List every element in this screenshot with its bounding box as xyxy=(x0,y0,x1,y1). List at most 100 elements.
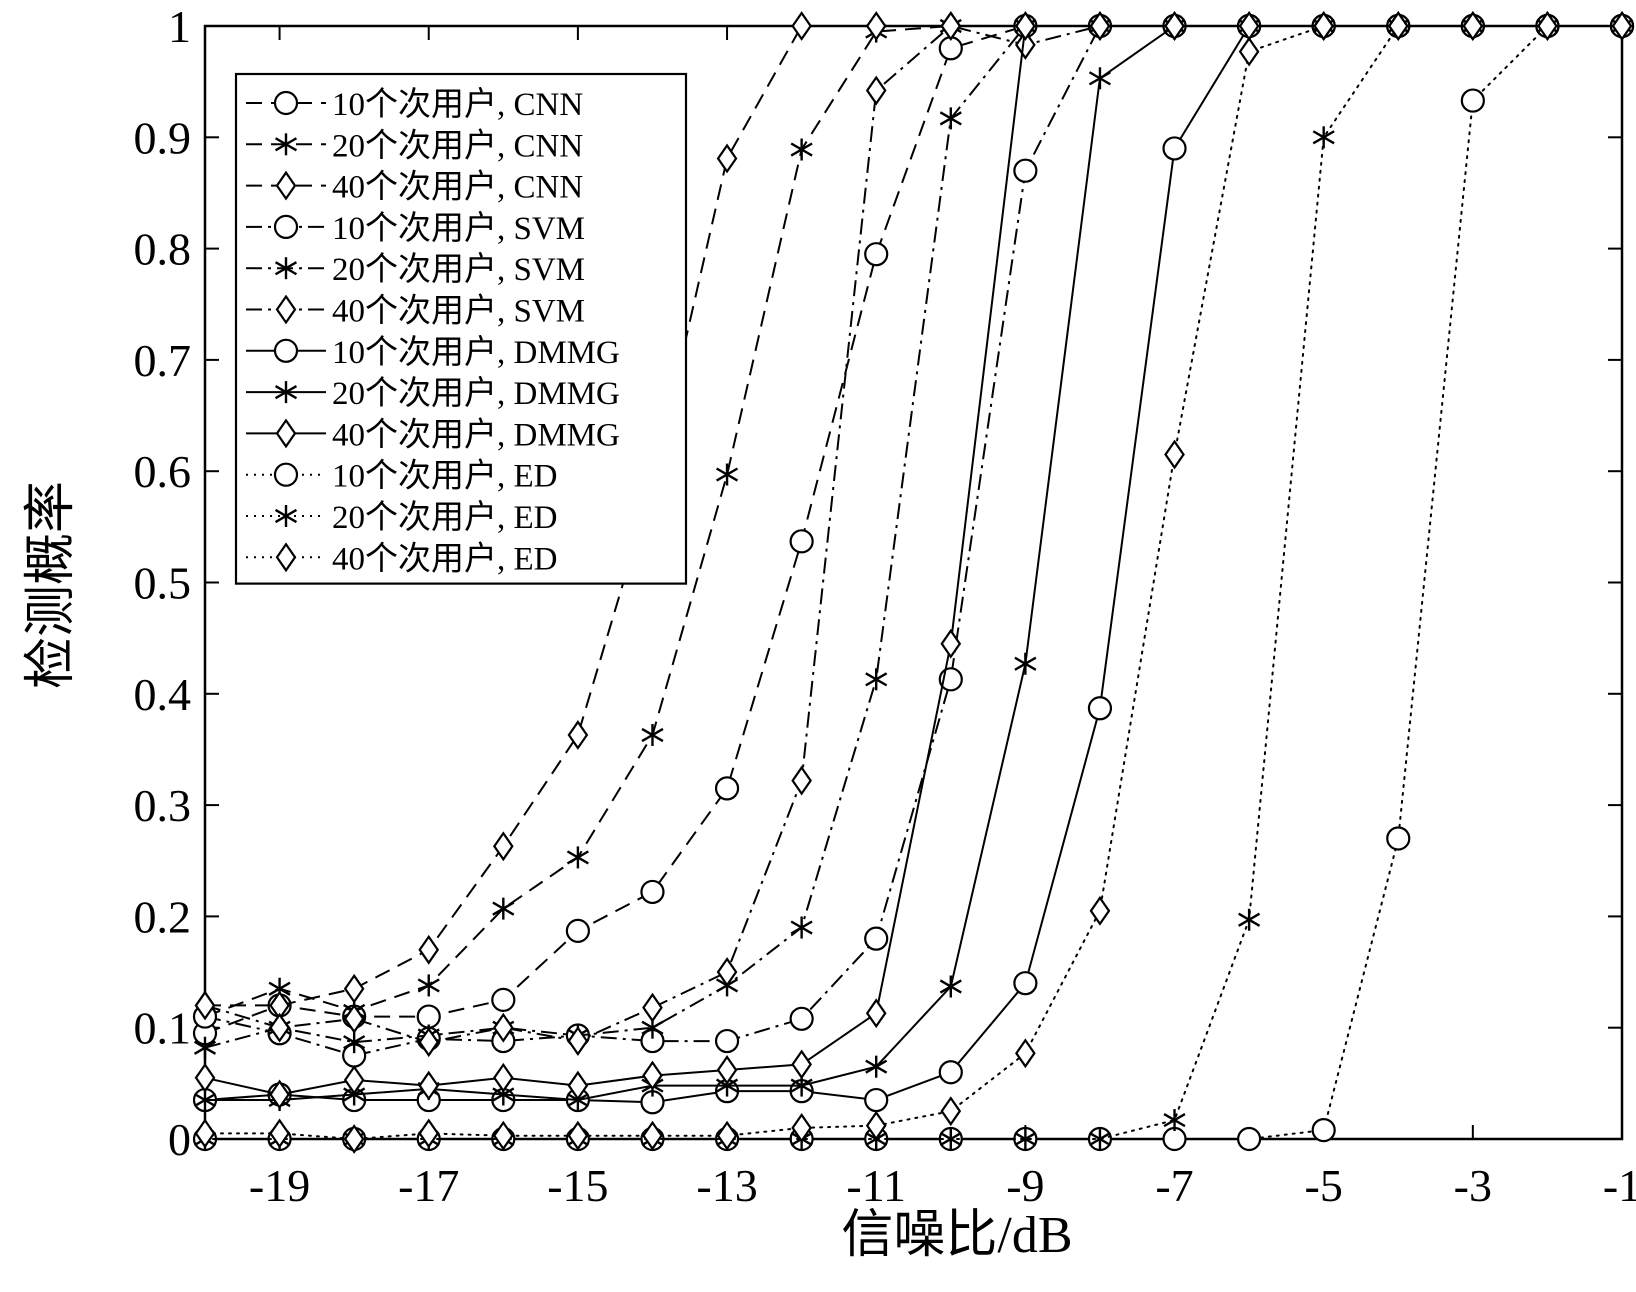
legend-item: 20个次用户, DMMG xyxy=(246,375,620,412)
data-point xyxy=(865,1055,888,1078)
data-point xyxy=(1611,11,1633,41)
y-tick-label: 0.4 xyxy=(134,669,192,720)
legend-item: 20个次用户, ED xyxy=(246,499,558,536)
data-point xyxy=(640,879,665,905)
data-point xyxy=(1164,439,1185,470)
data-point xyxy=(417,974,440,997)
legend-marker xyxy=(275,418,297,449)
data-point xyxy=(418,934,440,965)
data-point xyxy=(1088,67,1111,90)
data-point xyxy=(566,846,589,869)
legend-label: 40个次用户, DMMG xyxy=(332,416,620,453)
data-point xyxy=(1460,88,1485,113)
data-point xyxy=(642,1060,663,1091)
data-point xyxy=(1386,826,1411,851)
data-point xyxy=(492,1012,514,1043)
data-point xyxy=(865,1110,887,1141)
data-point xyxy=(418,1027,440,1058)
data-point xyxy=(789,529,814,554)
legend-label: 40个次用户, ED xyxy=(332,540,558,577)
legend-marker xyxy=(274,381,298,404)
data-point xyxy=(1312,126,1335,149)
data-point xyxy=(269,1079,290,1110)
data-point xyxy=(865,75,887,106)
legend-marker xyxy=(273,462,299,487)
data-point xyxy=(1014,652,1037,675)
legend-item: 40个次用户, SVM xyxy=(246,293,585,330)
legend-item: 10个次用户, DMMG xyxy=(246,334,620,371)
x-tick-label: -1 xyxy=(1603,1160,1636,1211)
y-tick-label: 0.8 xyxy=(134,224,192,275)
data-point xyxy=(864,1087,889,1113)
data-point xyxy=(492,897,515,920)
data-point xyxy=(194,1118,216,1149)
data-point xyxy=(567,720,589,750)
data-point xyxy=(939,107,962,130)
data-point xyxy=(1238,36,1260,67)
data-point xyxy=(416,1004,441,1029)
legend-item: 10个次用户, CNN xyxy=(246,86,583,123)
legend-label: 20个次用户, ED xyxy=(332,499,558,536)
data-point xyxy=(1164,11,1185,41)
data-point xyxy=(864,926,889,951)
data-point xyxy=(790,916,813,939)
data-point xyxy=(1163,1109,1186,1132)
legend-label: 10个次用户, DMMG xyxy=(332,334,620,371)
data-point xyxy=(194,990,216,1021)
data-point xyxy=(716,1120,738,1151)
x-tick-label: -15 xyxy=(547,1160,608,1211)
data-point xyxy=(865,668,888,691)
data-point xyxy=(939,975,962,998)
legend-item: 40个次用户, CNN xyxy=(246,169,583,206)
y-tick-label: 0.2 xyxy=(134,891,192,942)
y-tick-label: 0.9 xyxy=(134,112,192,163)
data-point xyxy=(1462,11,1484,41)
legend-label: 10个次用户, SVM xyxy=(332,210,585,247)
data-point xyxy=(716,1055,738,1085)
legend-marker xyxy=(275,542,297,573)
y-tick-label: 1 xyxy=(168,1,191,52)
data-point xyxy=(716,957,738,987)
legend-marker xyxy=(273,338,299,363)
data-point xyxy=(940,11,962,41)
data-point xyxy=(789,1006,814,1031)
legend-label: 10个次用户, CNN xyxy=(332,86,583,123)
series-line xyxy=(204,25,1623,1140)
legend-item: 10个次用户, ED xyxy=(246,458,558,495)
data-point xyxy=(864,242,889,267)
data-point xyxy=(343,973,365,1004)
x-axis-title: 信噪比/dB xyxy=(841,1207,1072,1264)
data-point xyxy=(492,1120,514,1151)
data-point xyxy=(1311,1117,1336,1143)
data-point xyxy=(865,998,887,1029)
data-point xyxy=(1015,29,1036,60)
data-point xyxy=(343,1124,365,1154)
data-point xyxy=(1162,1126,1187,1152)
y-tick-label: 0.6 xyxy=(134,446,192,497)
data-point xyxy=(1238,908,1261,931)
x-tick-label: -3 xyxy=(1454,1160,1492,1211)
data-point xyxy=(1237,1126,1262,1152)
legend-label: 40个次用户, CNN xyxy=(332,169,583,206)
data-point xyxy=(1089,11,1111,41)
legend-label: 40个次用户, SVM xyxy=(332,293,585,330)
data-point xyxy=(938,1060,963,1085)
data-point xyxy=(269,1012,290,1043)
data-point xyxy=(714,776,740,801)
x-tick-label: -7 xyxy=(1155,1160,1193,1211)
legend-item: 10个次用户, SVM xyxy=(246,210,585,247)
series-12 xyxy=(194,11,1633,1154)
data-point xyxy=(565,918,590,943)
legend-item: 40个次用户, DMMG xyxy=(246,416,620,453)
data-point xyxy=(642,1120,663,1151)
data-point xyxy=(716,463,739,486)
data-point xyxy=(343,1003,365,1034)
data-point xyxy=(1087,696,1113,721)
legend-item: 20个次用户, SVM xyxy=(246,251,585,288)
legend-item: 20个次用户, CNN xyxy=(246,127,583,164)
data-point xyxy=(567,1070,589,1101)
legend-marker xyxy=(273,214,299,239)
legend-label: 10个次用户, ED xyxy=(332,458,558,495)
